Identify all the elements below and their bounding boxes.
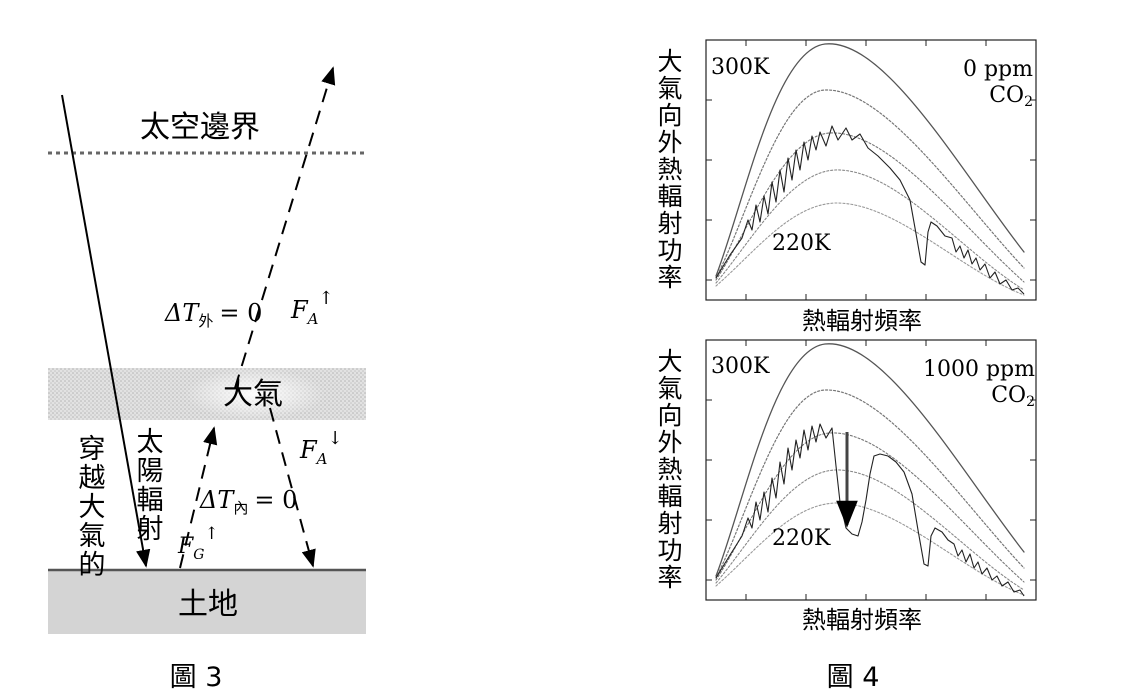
fa-up-sub: A [306,310,319,328]
solar-label-char: 的 [79,550,106,581]
solar-label-column-1: 穿 越 大 氣 的 [79,434,106,581]
solar-label-char: 大 [79,492,106,523]
delta-t-outer-sub: 外 [198,312,213,330]
top-panel: 大 氣 向 外 熱 輻 射 功 率 [657,39,1037,335]
y-label-char: 功 [657,236,682,265]
top-temp-220k: 220K [772,231,831,256]
delta-t-inner-eq: ΔT內 = 0 [199,486,297,517]
bottom-x-axis-label: 熱輻射頻率 [802,606,922,634]
solar-label-char: 輻 [137,485,164,516]
curve-280k [715,89,1025,279]
y-label-char: 外 [657,428,682,457]
y-label-char: 輻 [657,182,682,211]
solar-label-char: 陽 [137,456,164,487]
co2-sub: 2 [1026,394,1035,410]
co2-base: CO [991,383,1026,408]
top-y-axis-label: 大 氣 向 外 熱 輻 射 功 率 [657,47,682,292]
solar-label-char: 越 [79,463,106,494]
ground-block [48,570,366,634]
fg-up-label: FG↑ [177,524,219,563]
curve-300k [715,43,1025,277]
bottom-temp-220k: 220K [772,526,831,551]
y-label-char: 熱 [657,155,682,184]
top-co2-ppm: 0 ppm [963,57,1033,82]
fg-up-arrow [179,426,218,569]
bottom-axis-ticks [706,340,1036,600]
y-label-char: 率 [657,563,682,592]
fa-down-base: F [299,436,318,464]
bottom-temp-300k: 300K [711,354,770,379]
y-label-char: 外 [657,128,682,157]
fa-down-sub: A [315,450,328,468]
bottom-panel: 大 氣 向 外 熱 輻 射 功 率 [657,339,1037,634]
y-label-char: 功 [657,536,682,565]
delta-t-inner-rhs: = 0 [254,486,297,514]
top-temp-300k: 300K [711,55,770,80]
figure-4-plots: 大 氣 向 外 熱 輻 射 功 率 [657,39,1037,693]
delta-t-outer-rhs: = 0 [219,299,262,327]
delta-t-inner-sub: 內 [233,499,248,517]
fa-down-sup: ↓ [328,428,343,449]
y-label-char: 向 [657,401,682,430]
fa-up-arrow [234,66,336,389]
y-label-char: 大 [657,47,682,76]
top-axis-ticks [706,40,1036,300]
solar-radiation-arrow [61,94,151,568]
bottom-emission-spectrum [715,423,1025,597]
delta-t-outer-eq: ΔT外 = 0 [164,299,262,330]
y-label-char: 輻 [657,482,682,511]
top-co2-formula: CO2 [989,83,1033,110]
y-label-char: 射 [657,509,682,538]
bottom-y-axis-label: 大 氣 向 外 熱 輻 射 功 率 [657,347,682,592]
solar-label-char: 穿 [79,434,106,465]
top-plot-frame [705,39,1037,301]
co2-sub: 2 [1024,94,1033,110]
y-label-char: 向 [657,101,682,130]
ground-label: 土地 [178,587,238,622]
solar-label-column-2: 太 陽 輻 射 [137,427,164,545]
top-x-axis-label: 熱輻射頻率 [802,307,922,335]
figure-3-diagram: 太空邊界 大氣 土地 穿 越 大 氣 的 太 陽 輻 射 ΔT [48,66,366,693]
y-label-char: 率 [657,263,682,292]
curve-240k [715,169,1025,291]
figure-4-caption: 圖 4 [827,662,880,693]
space-boundary-label: 太空邊界 [140,110,260,145]
fa-up-sup: ↑ [319,288,334,309]
bottom-planck-curves [715,343,1025,596]
top-emission-spectrum [715,125,1025,295]
atmosphere-label: 大氣 [223,377,283,412]
curve-220k [715,502,1025,596]
solar-label-char: 太 [137,427,164,458]
fg-up-base: F [177,534,194,559]
atmosphere-highlight [185,368,325,420]
y-label-char: 熱 [657,455,682,484]
curve-220k [715,202,1025,296]
bottom-co2-ppm: 1000 ppm [923,357,1035,382]
delta-t-outer-symbol: ΔT [164,299,200,327]
curve-280k [715,389,1025,579]
fa-up-label: FA↑ [290,288,334,328]
fg-up-sup: ↑ [204,524,218,544]
curve-300k [715,343,1025,577]
solar-label-char: 氣 [79,521,106,552]
curve-260k [715,432,1025,583]
figure-3-caption: 圖 3 [170,662,223,693]
fa-down-arrow [269,407,316,568]
y-label-char: 大 [657,347,682,376]
solar-label-char: 射 [137,514,164,545]
curve-240k [715,469,1025,591]
bottom-co2-formula: CO2 [991,383,1035,410]
bottom-plot-frame [705,339,1037,601]
fa-down-label: FA↓ [299,428,343,468]
delta-t-inner-symbol: ΔT [199,486,235,514]
co2-base: CO [989,83,1024,108]
fg-up-sub: G [193,547,204,563]
y-label-char: 射 [657,209,682,238]
y-label-char: 氣 [657,374,682,403]
y-label-char: 氣 [657,74,682,103]
fa-up-base: F [290,296,309,324]
